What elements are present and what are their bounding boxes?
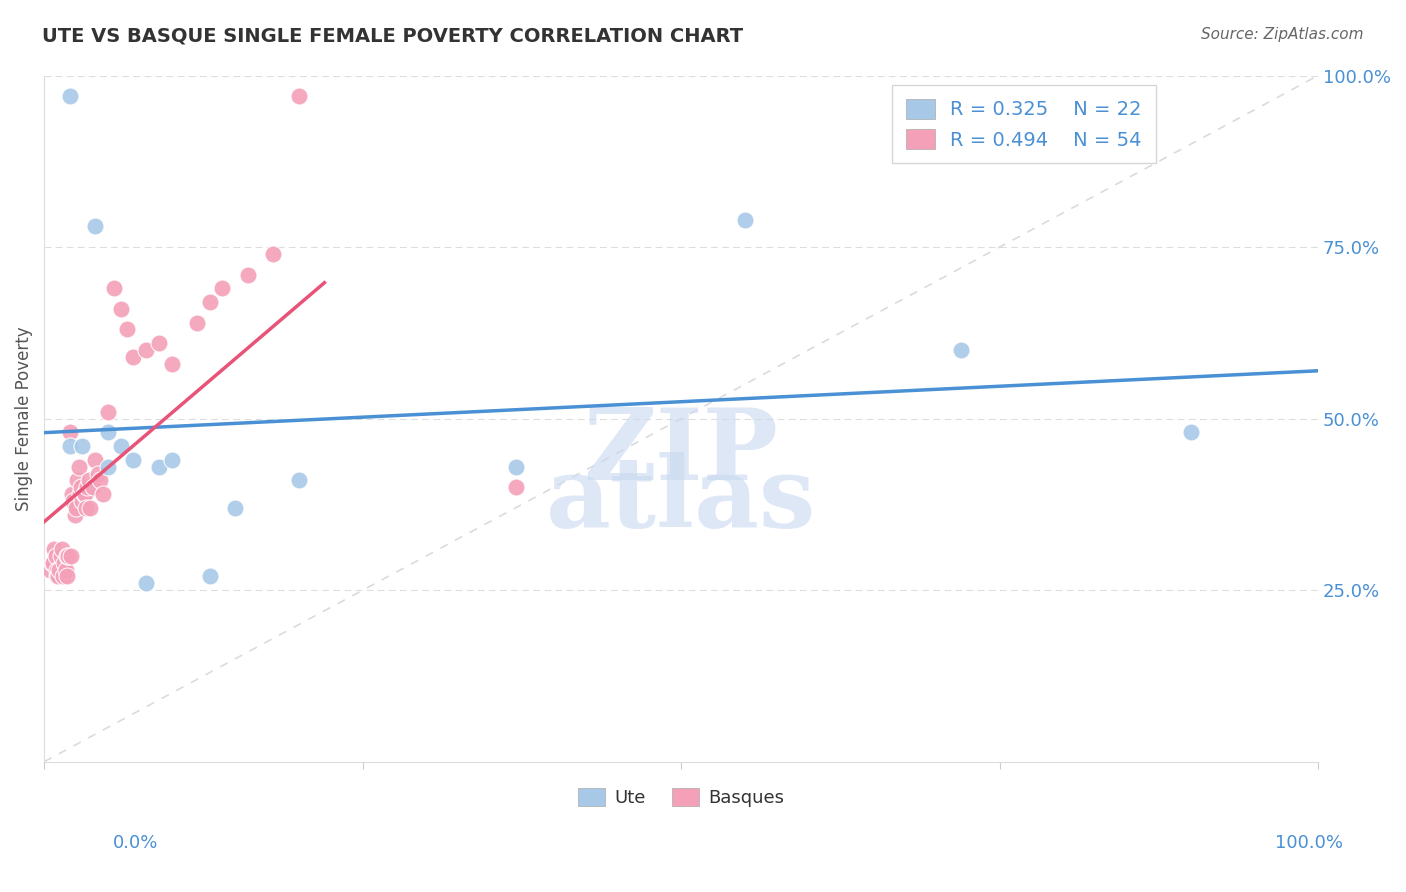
Point [58,89,80,103]
Point [103,281,125,295]
Point [135,343,157,357]
Point [62,494,84,508]
Point [89,474,111,488]
Point [76,480,98,494]
Point [69,487,91,501]
Text: ZIP: ZIP [583,404,779,501]
Point [160,452,183,467]
Point [288,89,311,103]
Point [186,316,208,330]
Point [79,500,101,515]
Point [288,474,311,488]
Point [45,563,67,577]
Point [262,247,284,261]
Text: atlas: atlas [546,452,817,549]
Point [58,439,80,453]
Point [115,322,138,336]
Point [72,487,94,501]
Point [122,452,145,467]
Point [75,500,97,515]
Point [41,556,63,570]
Point [148,459,170,474]
Point [236,268,259,282]
Point [97,425,120,440]
Point [72,494,94,508]
Point [91,487,114,501]
Point [82,480,104,494]
Point [58,549,80,563]
Point [45,569,67,583]
Point [67,459,90,474]
Point [63,508,86,522]
Point [84,219,107,234]
Point [198,569,221,583]
Point [84,452,107,467]
Point [46,569,69,583]
Point [70,480,93,494]
Point [73,487,96,501]
Point [45,549,67,563]
Point [224,500,246,515]
Point [505,480,527,494]
Point [198,295,221,310]
Point [65,500,87,515]
Point [211,281,233,295]
Point [734,212,756,227]
Point [44,542,66,557]
Point [58,425,80,440]
Point [56,569,79,583]
Point [148,336,170,351]
Text: 100.0%: 100.0% [1275,834,1343,852]
Point [122,350,145,364]
Point [72,439,94,453]
Point [110,301,132,316]
Point [60,487,83,501]
Point [59,549,82,563]
Legend: Ute, Basques: Ute, Basques [571,780,792,814]
Point [52,569,75,583]
Text: UTE VS BASQUE SINGLE FEMALE POVERTY CORRELATION CHART: UTE VS BASQUE SINGLE FEMALE POVERTY CORR… [42,27,744,45]
Point [48,563,70,577]
Point [56,549,79,563]
Point [135,576,157,591]
Text: Source: ZipAtlas.com: Source: ZipAtlas.com [1201,27,1364,42]
Point [39,563,62,577]
Y-axis label: Single Female Poverty: Single Female Poverty [15,326,32,511]
Point [505,459,527,474]
Point [97,405,120,419]
Point [42,556,65,570]
Text: 0.0%: 0.0% [112,834,157,852]
Point [950,343,973,357]
Point [53,556,76,570]
Point [97,459,120,474]
Point [110,439,132,453]
Point [1180,425,1202,440]
Point [66,474,89,488]
Point [49,549,72,563]
Point [86,467,108,481]
Point [55,563,77,577]
Point [51,542,73,557]
Point [160,357,183,371]
Point [77,474,100,488]
